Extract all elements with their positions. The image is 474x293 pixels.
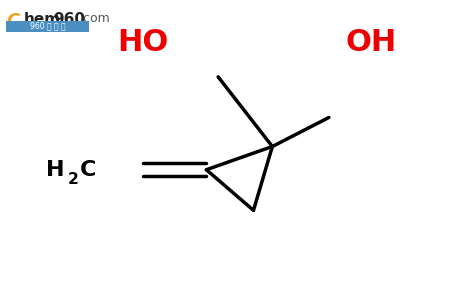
Text: 2: 2	[67, 172, 78, 188]
Text: C: C	[80, 160, 96, 180]
Text: H: H	[46, 160, 64, 180]
Text: 960: 960	[53, 11, 85, 27]
Text: OH: OH	[346, 28, 397, 57]
Text: C: C	[6, 11, 19, 30]
Text: HO: HO	[117, 28, 168, 57]
Text: .com: .com	[79, 11, 110, 25]
Text: hem: hem	[24, 11, 61, 27]
Text: 960 化 工 网: 960 化 工 网	[29, 22, 65, 31]
FancyBboxPatch shape	[6, 21, 89, 32]
